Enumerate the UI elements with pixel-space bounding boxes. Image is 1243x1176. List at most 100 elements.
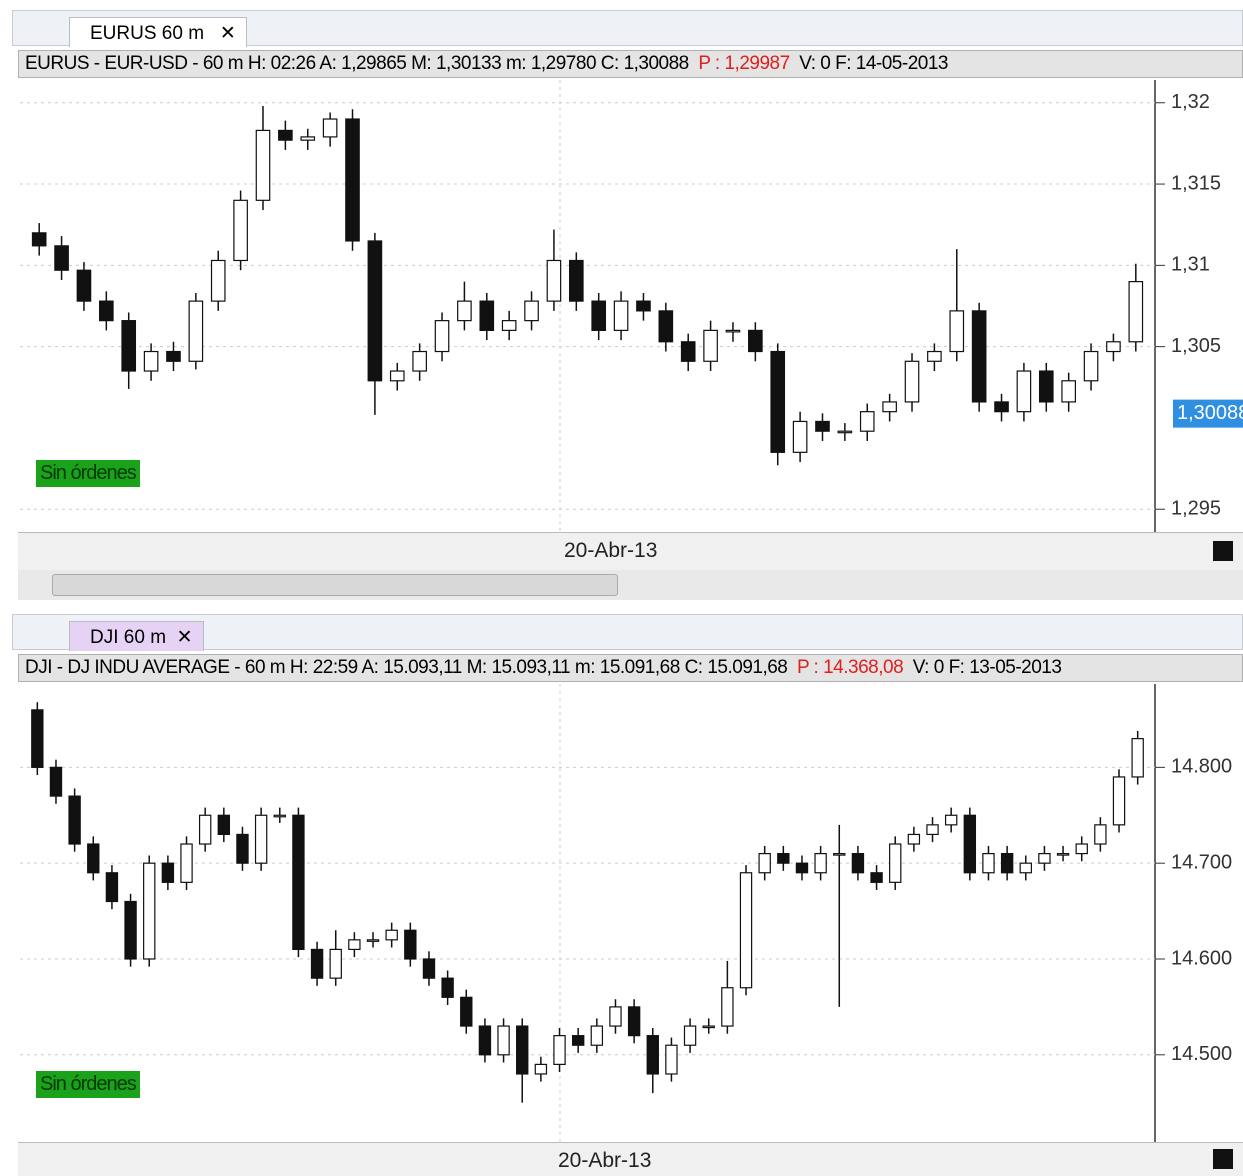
candle-body [758,852,771,874]
candle-body [963,814,977,874]
candle-body [366,939,380,942]
candle-body [1038,852,1051,864]
y-tick-label: 1,32 [1171,91,1210,113]
candle-body [478,1025,492,1056]
header-info: DJI - DJ INDU AVERAGE - 60 m H: 22:59 A:… [25,657,788,678]
header-price: P : 1,29987 [698,53,790,74]
candle-body [814,852,827,874]
candle-body [546,259,562,302]
tab-bar: EURUS 60 m ✕ [12,10,1243,47]
candle-body [99,300,114,322]
y-tick-label: 1,31 [1171,254,1210,276]
candle-body [795,862,809,874]
tab[interactable]: EURUS 60 m ✕ [69,17,247,47]
candle-body [460,996,473,1027]
candle-body [949,310,965,353]
candle-body [278,129,293,141]
candle-body [441,977,454,998]
status-badge: Sin órdenes [36,460,140,487]
candle-body [725,329,741,333]
candle-body [870,872,883,883]
candle-body [1075,843,1088,855]
candle-body [143,350,159,372]
tab-bar: DJI 60 m ✕ [12,614,1243,651]
date-label: 20-Abr-13 [564,539,658,562]
candle-body [971,310,987,403]
y-tick-label: 1,295 [1171,498,1221,520]
candle-body [188,300,204,362]
candle-body [1061,380,1076,403]
candle-body [702,1025,715,1029]
candle-body [703,329,718,362]
candle-body [1106,341,1121,353]
candle-body [124,900,137,960]
y-tick-label: 14.700 [1171,851,1232,873]
candle-body [434,320,450,353]
candle-body [254,814,268,864]
candle-body [412,350,427,372]
candle-body [329,948,342,979]
candle-body [568,259,584,302]
y-tick-label: 1,315 [1171,172,1221,194]
candle-body [121,320,137,372]
tab[interactable]: DJI 60 m ✕ [69,621,204,651]
candle-body [1128,281,1144,343]
candle-body [385,929,398,941]
candle-body [609,1006,622,1027]
candle-body [553,1035,566,1065]
candle-body [49,766,63,797]
candle-body [1038,370,1054,403]
candle-body [534,1063,548,1075]
candle-body [87,843,100,874]
candle-body [516,1025,529,1075]
header-tail: V: 0 F: 14-05-2013 [799,53,948,74]
candle-body [310,948,324,979]
candle-body [1094,824,1107,845]
candle-body [105,872,119,903]
scrollbar[interactable] [18,570,1243,600]
candle-body [721,987,734,1027]
candle-body [882,401,897,413]
candle-body [646,1035,659,1075]
candle-body [739,872,753,989]
candle-body [180,843,193,883]
candle-body [777,852,790,864]
candle-body [748,329,763,353]
candle-body [404,929,417,960]
candle-body [348,939,361,951]
tab-label: DJI 60 m [90,627,167,648]
candle-body [770,350,786,453]
candle-body [210,259,226,302]
candle-body [76,269,92,302]
color-button[interactable] [1213,541,1233,561]
candle-body [792,420,808,453]
candle-body [1131,738,1144,778]
chart: 14.500 14.600 14.700 14.800 [20,684,1232,1142]
candle-body [1019,862,1032,874]
candle-body [345,118,360,242]
candle-body [322,118,338,138]
chart-header: EURUS - EUR-USD - 60 m H: 02:26 A: 1,298… [18,50,1243,78]
candle-body [665,1044,678,1075]
y-tick-label: 1,305 [1171,335,1221,357]
candle-body [851,852,865,874]
color-button[interactable] [1213,1149,1233,1169]
candle-body [613,300,629,331]
candle-body [1000,852,1014,874]
candle-body [143,862,156,960]
candle-body [479,300,495,331]
candle-body [982,852,995,874]
candle-body [658,310,674,343]
chart: 1,295 1,305 1,31 1,315 1,32 1,30088 [20,80,1243,532]
last-price-tag [1173,399,1243,428]
candle-body [31,709,44,768]
y-tick-label: 14.800 [1171,756,1232,778]
scroll-thumb[interactable] [52,574,618,596]
candle-body [680,341,696,362]
candle-body [524,300,539,322]
candle-body [627,1006,641,1037]
candle-body [636,300,651,312]
tab-label: EURUS 60 m [90,23,205,44]
candle-body [571,1035,585,1046]
